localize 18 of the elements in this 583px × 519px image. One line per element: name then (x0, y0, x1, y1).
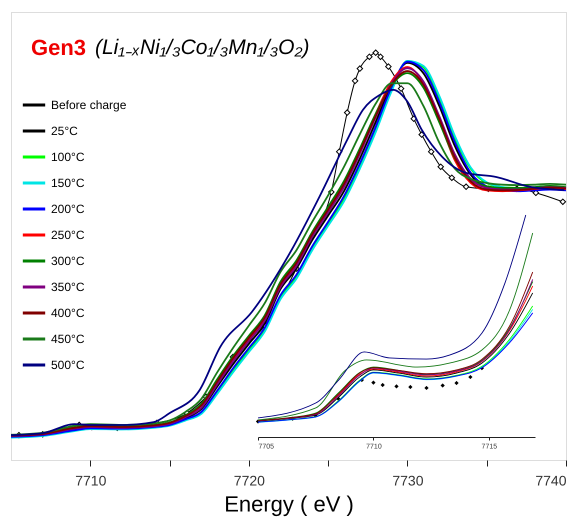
x-tick-label: 7720 (234, 472, 266, 488)
chart-subtitle: (Li₁₋ₓNi₁/₃Co₁/₃Mn₁/₃O₂) (95, 36, 310, 59)
chart-title: Gen3 (31, 35, 86, 60)
legend-label: 25°C (51, 124, 78, 138)
legend-label: 350°C (51, 280, 85, 294)
x-tick-label: 7740 (535, 472, 567, 488)
x-tick-label: 7730 (392, 472, 424, 488)
legend-label: 500°C (51, 358, 85, 372)
legend-label: 300°C (51, 254, 85, 268)
legend-label: 450°C (51, 332, 85, 346)
legend-label: Before charge (51, 98, 127, 112)
legend-label: 250°C (51, 228, 85, 242)
x-tick-label: 7710 (75, 472, 107, 488)
legend-label: 400°C (51, 306, 85, 320)
legend-label: 100°C (51, 150, 85, 164)
legend-label: 200°C (51, 202, 85, 216)
x-axis-title: Energy ( eV ) (224, 492, 354, 516)
legend-label: 150°C (51, 176, 85, 190)
